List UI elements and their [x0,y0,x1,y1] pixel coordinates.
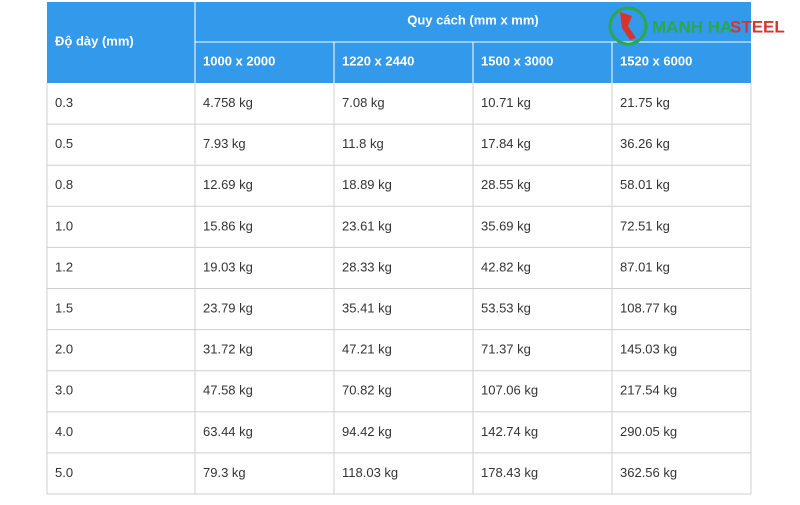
cell: 35.69 kg [481,218,531,233]
cell: 362.56 kg [620,465,677,480]
logo: MANH HA STEEL [608,6,785,46]
cell: 142.74 kg [481,424,538,439]
cell: 71.37 kg [481,342,531,357]
cell: 17.84 kg [481,136,531,151]
cell: 7.93 kg [203,136,246,151]
cell: 145.03 kg [620,342,677,357]
cell: 47.21 kg [342,342,392,357]
column-header: 1520 x 6000 [620,53,692,68]
cell: 42.82 kg [481,259,531,274]
cell: 53.53 kg [481,300,531,315]
cell: 94.42 kg [342,424,392,439]
cell: 11.8 kg [342,136,384,151]
logo-map [620,12,636,40]
logo-text: STEEL [730,17,785,36]
cell: 1.5 [55,300,73,315]
cell: 70.82 kg [342,383,392,398]
column-header: 1500 x 3000 [481,53,553,68]
cell: 217.54 kg [620,383,677,398]
cell: 87.01 kg [620,259,670,274]
cell: 23.61 kg [342,218,392,233]
cell: 7.08 kg [342,95,385,110]
cell: 28.33 kg [342,259,392,274]
cell: 31.72 kg [203,342,253,357]
cell: 10.71 kg [481,95,531,110]
column-header: 1000 x 2000 [203,53,275,68]
cell: 118.03 kg [342,465,398,480]
cell: 79.3 kg [203,465,246,480]
cell: 28.55 kg [481,177,531,192]
cell: 2.0 [55,342,73,357]
cell: 19.03 kg [203,259,253,274]
cell: 108.77 kg [620,300,677,315]
cell: 47.58 kg [203,383,253,398]
logo-text: MANH HA [652,17,732,36]
cell: 178.43 kg [481,465,538,480]
cell: 290.05 kg [620,424,677,439]
logo-globe [608,6,648,46]
cell: 5.0 [55,465,73,480]
cell: 21.75 kg [620,95,670,110]
cell: 58.01 kg [620,177,670,192]
cell: 18.89 kg [342,177,392,192]
cell: 3.0 [55,383,73,398]
cell: 0.8 [55,177,73,192]
cell: 0.3 [55,95,73,110]
cell: 15.86 kg [203,218,253,233]
cell: 4.0 [55,424,73,439]
cell: 63.44 kg [203,424,253,439]
cell: 107.06 kg [481,383,538,398]
cell: 23.79 kg [203,300,253,315]
cell: 35.41 kg [342,300,392,315]
cell: 1.2 [55,259,73,274]
cell: 72.51 kg [620,218,670,233]
group-header: Quy cách (mm x mm) [407,12,539,27]
cell: 0.5 [55,136,73,151]
cell: 1.0 [55,218,73,233]
cell: 4.758 kg [203,95,253,110]
corner-header: Độ dày (mm) [55,33,134,48]
column-header: 1220 x 2440 [342,53,414,68]
cell: 36.26 kg [620,136,670,151]
cell: 12.69 kg [203,177,253,192]
